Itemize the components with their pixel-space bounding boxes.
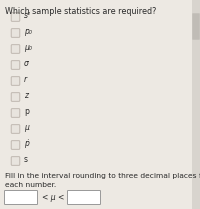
FancyBboxPatch shape <box>11 157 20 165</box>
Text: μ: μ <box>24 123 29 132</box>
Text: z: z <box>24 91 28 100</box>
Bar <box>192 0 200 209</box>
FancyBboxPatch shape <box>11 77 20 85</box>
FancyBboxPatch shape <box>11 45 20 53</box>
Text: Which sample statistics are required?: Which sample statistics are required? <box>5 7 156 16</box>
Text: s: s <box>24 155 28 164</box>
Text: p₀: p₀ <box>24 27 32 36</box>
FancyBboxPatch shape <box>4 190 38 204</box>
Text: μ₀: μ₀ <box>24 43 32 52</box>
FancyBboxPatch shape <box>11 109 20 117</box>
Text: < μ <: < μ < <box>42 193 64 202</box>
FancyBboxPatch shape <box>192 14 200 40</box>
Text: each number.: each number. <box>5 182 56 188</box>
FancyBboxPatch shape <box>11 125 20 133</box>
FancyBboxPatch shape <box>11 93 20 101</box>
Text: s²: s² <box>24 11 31 20</box>
Text: σ: σ <box>24 59 29 68</box>
FancyBboxPatch shape <box>11 61 20 69</box>
FancyBboxPatch shape <box>11 29 20 37</box>
FancyBboxPatch shape <box>11 141 20 149</box>
FancyBboxPatch shape <box>11 13 20 21</box>
FancyBboxPatch shape <box>68 190 101 204</box>
Text: p: p <box>24 107 29 116</box>
Text: ṗ: ṗ <box>24 139 29 148</box>
Text: r: r <box>24 75 27 84</box>
Text: Fill in the interval rounding to three decimal places for: Fill in the interval rounding to three d… <box>5 173 200 179</box>
